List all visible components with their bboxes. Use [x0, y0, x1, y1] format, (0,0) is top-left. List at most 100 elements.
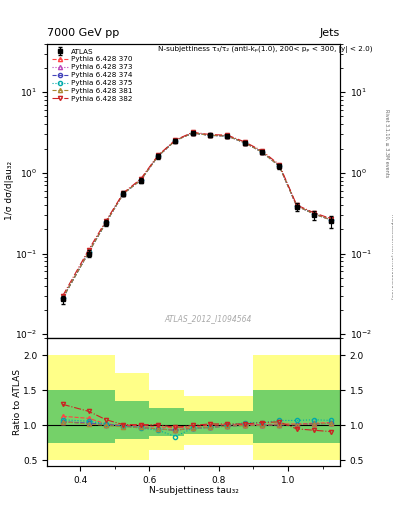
- Pythia 6.428 375: [121, 190, 126, 197]
- Pythia 6.428 375: [208, 132, 212, 138]
- Pythia 6.428 373: [190, 130, 195, 136]
- Pythia 6.428 375: [242, 140, 247, 146]
- Pythia 6.428 382: [156, 152, 160, 158]
- Pythia 6.428 370: [86, 249, 91, 255]
- Pythia 6.428 381: [138, 177, 143, 183]
- Text: 7000 GeV pp: 7000 GeV pp: [47, 28, 119, 38]
- Pythia 6.428 373: [329, 217, 334, 223]
- Pythia 6.428 373: [208, 132, 212, 138]
- Pythia 6.428 375: [294, 203, 299, 209]
- Pythia 6.428 370: [190, 130, 195, 136]
- Pythia 6.428 374: [208, 132, 212, 138]
- Pythia 6.428 374: [104, 219, 108, 225]
- Pythia 6.428 374: [294, 203, 299, 209]
- Line: Pythia 6.428 381: Pythia 6.428 381: [61, 131, 333, 300]
- Pythia 6.428 375: [277, 163, 282, 169]
- Pythia 6.428 374: [242, 140, 247, 146]
- Pythia 6.428 374: [86, 249, 91, 255]
- Pythia 6.428 382: [190, 129, 195, 135]
- Text: N-subjettiness τ₃/τ₂ (anti-kₚ(1.0), 200< pₚ < 300, |y| < 2.0): N-subjettiness τ₃/τ₂ (anti-kₚ(1.0), 200<…: [158, 47, 373, 53]
- Pythia 6.428 381: [156, 153, 160, 159]
- Pythia 6.428 382: [208, 132, 212, 138]
- Pythia 6.428 373: [260, 149, 264, 155]
- Pythia 6.428 370: [277, 163, 282, 169]
- Pythia 6.428 373: [312, 211, 316, 217]
- Pythia 6.428 381: [173, 138, 178, 144]
- Pythia 6.428 370: [156, 153, 160, 159]
- Line: Pythia 6.428 375: Pythia 6.428 375: [61, 131, 333, 300]
- Pythia 6.428 370: [104, 219, 108, 225]
- Pythia 6.428 370: [329, 217, 334, 223]
- Pythia 6.428 373: [242, 140, 247, 146]
- Pythia 6.428 375: [225, 133, 230, 139]
- Y-axis label: Ratio to ATLAS: Ratio to ATLAS: [13, 369, 22, 435]
- Pythia 6.428 382: [138, 176, 143, 182]
- Pythia 6.428 382: [86, 246, 91, 252]
- Pythia 6.428 374: [121, 190, 126, 197]
- Pythia 6.428 375: [104, 219, 108, 225]
- Pythia 6.428 374: [138, 177, 143, 183]
- Pythia 6.428 375: [190, 130, 195, 136]
- Pythia 6.428 374: [277, 163, 282, 169]
- Pythia 6.428 381: [121, 190, 126, 197]
- Pythia 6.428 375: [329, 217, 334, 223]
- Pythia 6.428 373: [138, 177, 143, 183]
- Pythia 6.428 375: [61, 295, 65, 301]
- Pythia 6.428 370: [208, 132, 212, 138]
- Text: Rivet 3.1.10, ≥ 3.3M events: Rivet 3.1.10, ≥ 3.3M events: [385, 109, 389, 178]
- Pythia 6.428 374: [260, 149, 264, 155]
- Pythia 6.428 382: [242, 139, 247, 145]
- Pythia 6.428 381: [61, 295, 65, 301]
- Pythia 6.428 373: [86, 249, 91, 255]
- Pythia 6.428 373: [225, 133, 230, 139]
- Pythia 6.428 382: [61, 293, 65, 299]
- Pythia 6.428 374: [190, 130, 195, 136]
- Pythia 6.428 374: [173, 138, 178, 144]
- Pythia 6.428 381: [104, 219, 108, 225]
- Pythia 6.428 374: [61, 295, 65, 301]
- Pythia 6.428 370: [294, 203, 299, 209]
- X-axis label: N-subjettiness tau₃₂: N-subjettiness tau₃₂: [149, 486, 239, 495]
- Pythia 6.428 375: [156, 153, 160, 159]
- Pythia 6.428 381: [312, 211, 316, 217]
- Pythia 6.428 373: [121, 190, 126, 197]
- Pythia 6.428 375: [260, 149, 264, 155]
- Pythia 6.428 373: [156, 153, 160, 159]
- Pythia 6.428 382: [225, 132, 230, 138]
- Text: ATLAS_2012_I1094564: ATLAS_2012_I1094564: [165, 314, 252, 323]
- Pythia 6.428 373: [104, 219, 108, 225]
- Pythia 6.428 374: [312, 211, 316, 217]
- Pythia 6.428 370: [138, 177, 143, 183]
- Pythia 6.428 370: [121, 190, 126, 197]
- Pythia 6.428 373: [61, 295, 65, 301]
- Line: Pythia 6.428 382: Pythia 6.428 382: [61, 130, 333, 298]
- Pythia 6.428 381: [208, 132, 212, 138]
- Pythia 6.428 381: [86, 249, 91, 255]
- Pythia 6.428 381: [260, 149, 264, 155]
- Pythia 6.428 382: [173, 137, 178, 143]
- Pythia 6.428 370: [312, 211, 316, 217]
- Pythia 6.428 375: [86, 249, 91, 255]
- Pythia 6.428 382: [329, 216, 334, 222]
- Pythia 6.428 382: [294, 202, 299, 208]
- Pythia 6.428 374: [329, 217, 334, 223]
- Line: Pythia 6.428 370: Pythia 6.428 370: [61, 131, 333, 300]
- Legend: ATLAS, Pythia 6.428 370, Pythia 6.428 373, Pythia 6.428 374, Pythia 6.428 375, P: ATLAS, Pythia 6.428 370, Pythia 6.428 37…: [51, 47, 134, 103]
- Pythia 6.428 370: [242, 139, 247, 145]
- Pythia 6.428 375: [138, 177, 143, 183]
- Text: mcplots.cern.ch [arXiv:1306.3436]: mcplots.cern.ch [arXiv:1306.3436]: [390, 214, 393, 298]
- Pythia 6.428 381: [294, 203, 299, 209]
- Pythia 6.428 374: [156, 153, 160, 159]
- Pythia 6.428 374: [225, 133, 230, 139]
- Pythia 6.428 370: [260, 149, 264, 155]
- Pythia 6.428 382: [312, 210, 316, 216]
- Pythia 6.428 381: [225, 133, 230, 139]
- Pythia 6.428 375: [173, 138, 178, 144]
- Pythia 6.428 373: [277, 163, 282, 169]
- Pythia 6.428 381: [242, 140, 247, 146]
- Pythia 6.428 382: [121, 190, 126, 196]
- Pythia 6.428 382: [104, 218, 108, 224]
- Pythia 6.428 370: [61, 295, 65, 301]
- Pythia 6.428 370: [173, 137, 178, 143]
- Text: Jets: Jets: [320, 28, 340, 38]
